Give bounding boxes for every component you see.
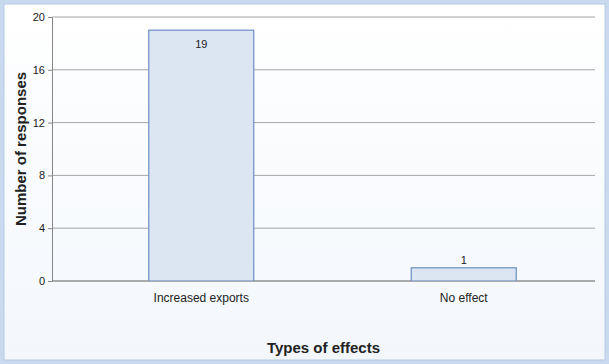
x-tick-label: Increased exports: [154, 291, 249, 305]
grid-line: [52, 69, 595, 70]
y-tick-label: 4: [39, 222, 45, 234]
y-tick: 20: [33, 11, 52, 23]
x-tick: No effect: [440, 281, 488, 305]
grid-line: [52, 17, 595, 18]
y-tick-mark: [48, 70, 52, 71]
y-axis: 0 4 8 12 16 20: [33, 11, 53, 287]
x-tick-label: No effect: [440, 291, 488, 305]
y-tick-mark: [48, 175, 52, 176]
grid: [52, 17, 595, 281]
y-tick: 8: [39, 169, 52, 181]
y-tick-mark: [48, 123, 52, 124]
y-tick-mark: [48, 281, 52, 282]
y-tick: 12: [33, 117, 52, 129]
bar: [149, 30, 254, 281]
chart-panel: [4, 4, 605, 360]
y-tick-label: 12: [33, 117, 45, 129]
y-tick-label: 16: [33, 64, 45, 76]
grid-line: [52, 122, 595, 123]
y-tick: 4: [39, 222, 52, 234]
data-label: 1: [461, 254, 467, 266]
bar: [411, 268, 516, 281]
y-tick-mark: [48, 17, 52, 18]
bars: [149, 30, 517, 281]
chart: 0 4 8 12 16 20 Increased exports No effect 19 1 Ty…: [0, 0, 609, 364]
y-tick: 0: [39, 275, 52, 287]
x-axis: Increased exports No effect: [52, 281, 595, 305]
y-tick-label: 8: [39, 169, 45, 181]
y-tick-mark: [48, 228, 52, 229]
y-tick-label: 0: [39, 275, 45, 287]
y-tick-label: 20: [33, 11, 45, 23]
grid-line: [52, 228, 595, 229]
background: [0, 0, 609, 364]
y-tick: 16: [33, 64, 52, 76]
x-axis-title: Types of effects: [267, 339, 380, 356]
y-axis-title: Number of responses: [12, 72, 29, 226]
data-labels: 19 1: [195, 38, 467, 266]
data-label: 19: [195, 38, 207, 50]
grid-line: [52, 175, 595, 176]
y-axis-line: [48, 18, 53, 282]
x-tick: Increased exports: [154, 281, 249, 305]
